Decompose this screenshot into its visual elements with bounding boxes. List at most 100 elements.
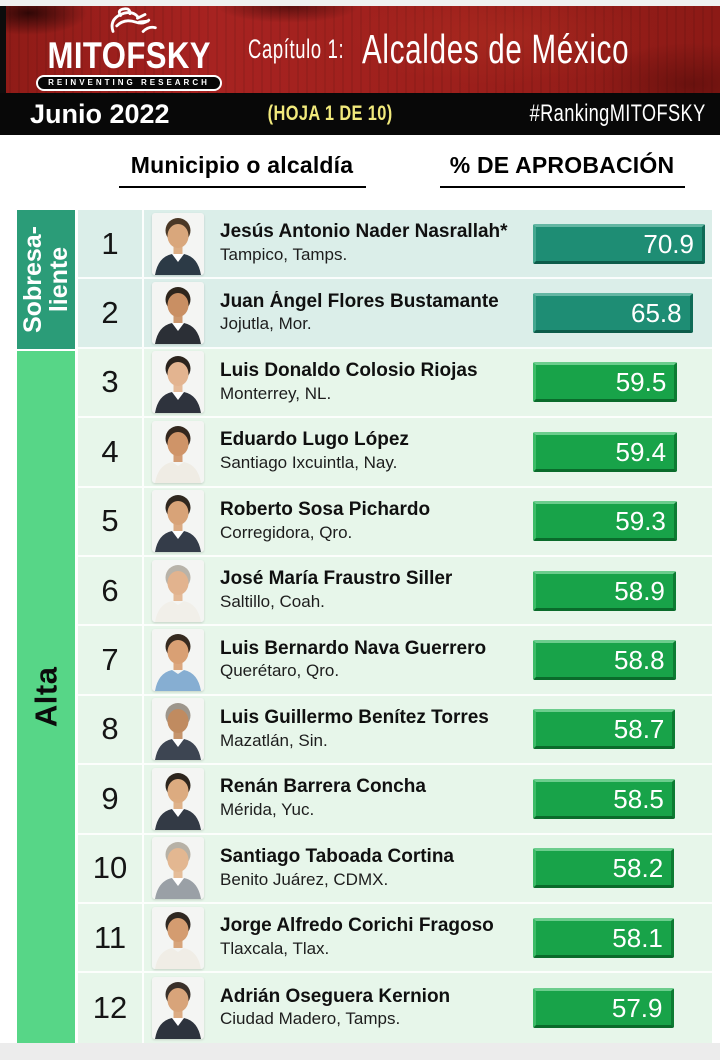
rank-number: 10 [78, 834, 144, 902]
approval-bar-zone: 57.9 [527, 987, 712, 1028]
mayor-location: Tlaxcala, Tlax. [220, 938, 330, 958]
mayor-photo [152, 490, 204, 553]
table-row: 6 José María Fraustro Siller Saltillo, C… [78, 556, 712, 627]
approval-bar: 65.8 [533, 293, 693, 334]
rank-number: 3 [78, 348, 144, 417]
approval-bar: 59.4 [533, 431, 678, 472]
approval-value: 58.9 [614, 575, 665, 606]
approval-bar: 59.3 [533, 501, 677, 542]
approval-value: 65.8 [630, 298, 682, 329]
approval-bar-zone: 58.5 [527, 778, 712, 819]
mayor-name: Santiago Taboada Cortina [220, 845, 455, 867]
rank-number: 11 [78, 903, 144, 972]
approval-bar: 57.9 [533, 987, 674, 1028]
mayor-location: Saltillo, Coah. [220, 592, 325, 611]
mayor-info: Luis Guillermo Benítez Torres Mazatlán, … [204, 707, 527, 752]
category-alta: Alta [17, 348, 75, 1043]
table-row: 3 Luis Donaldo Colosio Riojas Monterrey,… [78, 348, 712, 419]
mayor-name: José María Fraustro Siller [220, 568, 453, 590]
approval-value: 57.9 [611, 992, 663, 1023]
table-row: 9 Renán Barrera Concha Mérida, Yuc. 58.5 [78, 765, 712, 835]
table-row: 8 Luis Guillermo Benítez Torres Mazatlán… [78, 695, 712, 766]
mayor-info: Luis Donaldo Colosio Riojas Monterrey, N… [204, 360, 527, 405]
mayor-info: Roberto Sosa Pichardo Corregidora, Qro. [204, 499, 527, 544]
date-label: Junio 2022 [30, 98, 170, 129]
approval-bar-zone: 70.9 [527, 223, 712, 264]
mayor-photo [152, 559, 204, 622]
mayor-location: Corregidora, Qro. [220, 522, 353, 542]
category-sidebar: Sobresa- liente Alta [17, 210, 75, 1043]
mayor-location: Querétaro, Qro. [220, 661, 340, 681]
rank-number: 6 [78, 556, 144, 625]
approval-bar-zone: 58.8 [527, 640, 712, 681]
table-row: 12 Adrián Oseguera Kernion Ciudad Madero… [78, 973, 712, 1043]
mayor-photo [152, 976, 204, 1039]
mayor-info: Jesús Antonio Nader Nasrallah* Tampico, … [204, 221, 527, 266]
rank-number: 1 [78, 210, 144, 278]
mayor-photo [152, 906, 204, 969]
approval-bar: 58.2 [533, 848, 675, 889]
mayor-name: Jesús Antonio Nader Nasrallah* [220, 221, 508, 243]
mayor-info: Eduardo Lugo López Santiago Ixcuintla, N… [204, 429, 527, 474]
mayor-name: Roberto Sosa Pichardo [220, 498, 431, 520]
approval-bar-zone: 58.1 [527, 917, 712, 958]
mayor-name: Eduardo Lugo López [220, 429, 409, 451]
mayor-name: Jorge Alfredo Corichi Fragoso [220, 915, 494, 937]
approval-bar-zone: 65.8 [527, 293, 712, 334]
table-row: 5 Roberto Sosa Pichardo Corregidora, Qro… [78, 487, 712, 557]
rank-number: 12 [78, 973, 144, 1043]
mayor-photo [152, 212, 204, 275]
approval-bar-zone: 58.2 [527, 848, 712, 889]
brand-name: MITOFSKY [47, 35, 211, 76]
category-sobresaliente: Sobresa- liente [17, 210, 75, 349]
approval-value: 59.5 [615, 367, 667, 398]
mayor-photo [152, 420, 204, 483]
table-row: 10 Santiago Taboada Cortina Benito Juáre… [78, 834, 712, 904]
header-left-strip [0, 6, 6, 93]
mayor-info: Luis Bernardo Nava Guerrero Querétaro, Q… [204, 638, 527, 683]
table-row: 2 Juan Ángel Flores Bustamante Jojutla, … [78, 279, 712, 349]
mayor-location: Tampico, Tamps. [220, 245, 348, 265]
mayor-photo [152, 282, 204, 345]
rank-number: 5 [78, 487, 144, 555]
mayor-name: Adrián Oseguera Kernion [220, 985, 451, 1007]
ranking-table-body: 1 Jesús Antonio Nader Nasrallah* Tampico… [78, 210, 712, 1043]
approval-value: 58.2 [612, 853, 664, 884]
approval-bar-zone: 59.5 [527, 362, 712, 403]
mayor-info: Adrián Oseguera Kernion Ciudad Madero, T… [204, 986, 527, 1031]
mayor-photo [152, 351, 204, 414]
sheet-indicator: (HOJA 1 DE 10) [267, 102, 393, 125]
approval-bar: 58.1 [533, 917, 674, 958]
mayor-location: Mérida, Yuc. [220, 800, 315, 820]
mayor-location: Ciudad Madero, Tamps. [220, 1009, 401, 1029]
approval-value: 59.4 [615, 436, 667, 467]
mayor-name: Luis Donaldo Colosio Riojas [220, 360, 478, 382]
mayor-name: Luis Guillermo Benítez Torres [220, 706, 489, 728]
mayor-info: José María Fraustro Siller Saltillo, Coa… [204, 568, 527, 613]
rooster-icon [110, 7, 157, 33]
approval-bar-zone: 59.3 [527, 501, 712, 542]
approval-bar: 58.5 [533, 778, 675, 819]
approval-bar: 58.9 [533, 570, 676, 611]
mayor-name: Luis Bernardo Nava Guerrero [220, 637, 487, 659]
top-margin [0, 0, 720, 6]
approval-value: 58.7 [613, 714, 665, 745]
mayor-photo [152, 837, 204, 900]
mayor-location: Mazatlán, Sin. [220, 730, 328, 750]
mayor-photo [152, 629, 204, 692]
underline-rule [118, 186, 366, 188]
mayor-photo [152, 767, 204, 830]
column-header-aprobacion: % DE APROBACIÓN [432, 152, 692, 188]
approval-bar: 58.7 [533, 709, 676, 750]
approval-bar: 59.5 [533, 362, 678, 403]
mayor-location: Jojutla, Mor. [220, 314, 312, 334]
table-row: 4 Eduardo Lugo López Santiago Ixcuintla,… [78, 418, 712, 488]
rank-number: 4 [78, 418, 144, 486]
mayor-info: Jorge Alfredo Corichi Fragoso Tlaxcala, … [204, 915, 527, 960]
approval-bar: 58.8 [533, 640, 676, 681]
mayor-info: Santiago Taboada Cortina Benito Juárez, … [204, 846, 527, 891]
subheader-bar: Junio 2022 (HOJA 1 DE 10) #RankingMITOFS… [0, 93, 720, 135]
approval-value: 58.1 [612, 922, 663, 953]
table-row: 11 Jorge Alfredo Corichi Fragoso Tlaxcal… [78, 903, 712, 974]
